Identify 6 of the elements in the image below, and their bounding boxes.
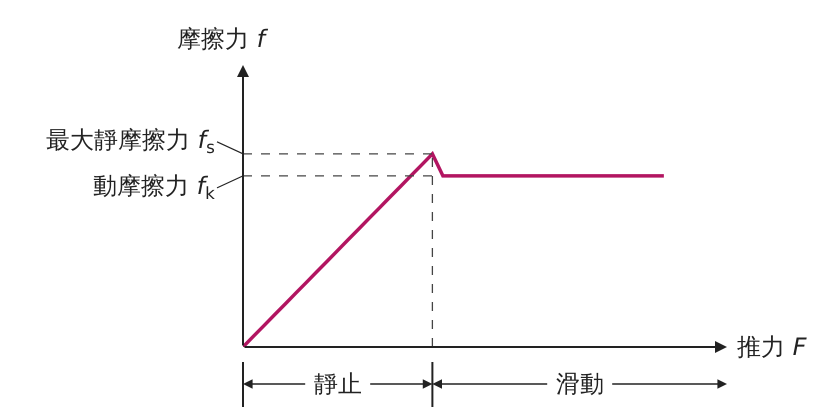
text: 滑動 [556,370,604,398]
x-axis-title: 推力 F [737,333,808,361]
y-axis-title: 摩擦力 f [177,25,269,53]
ref-line-label: 動摩擦力 f$_{k}$ [93,172,216,204]
ref-line-label: 最大靜摩擦力 f$_{s}$ [46,126,215,158]
text: 靜止 [314,370,362,398]
